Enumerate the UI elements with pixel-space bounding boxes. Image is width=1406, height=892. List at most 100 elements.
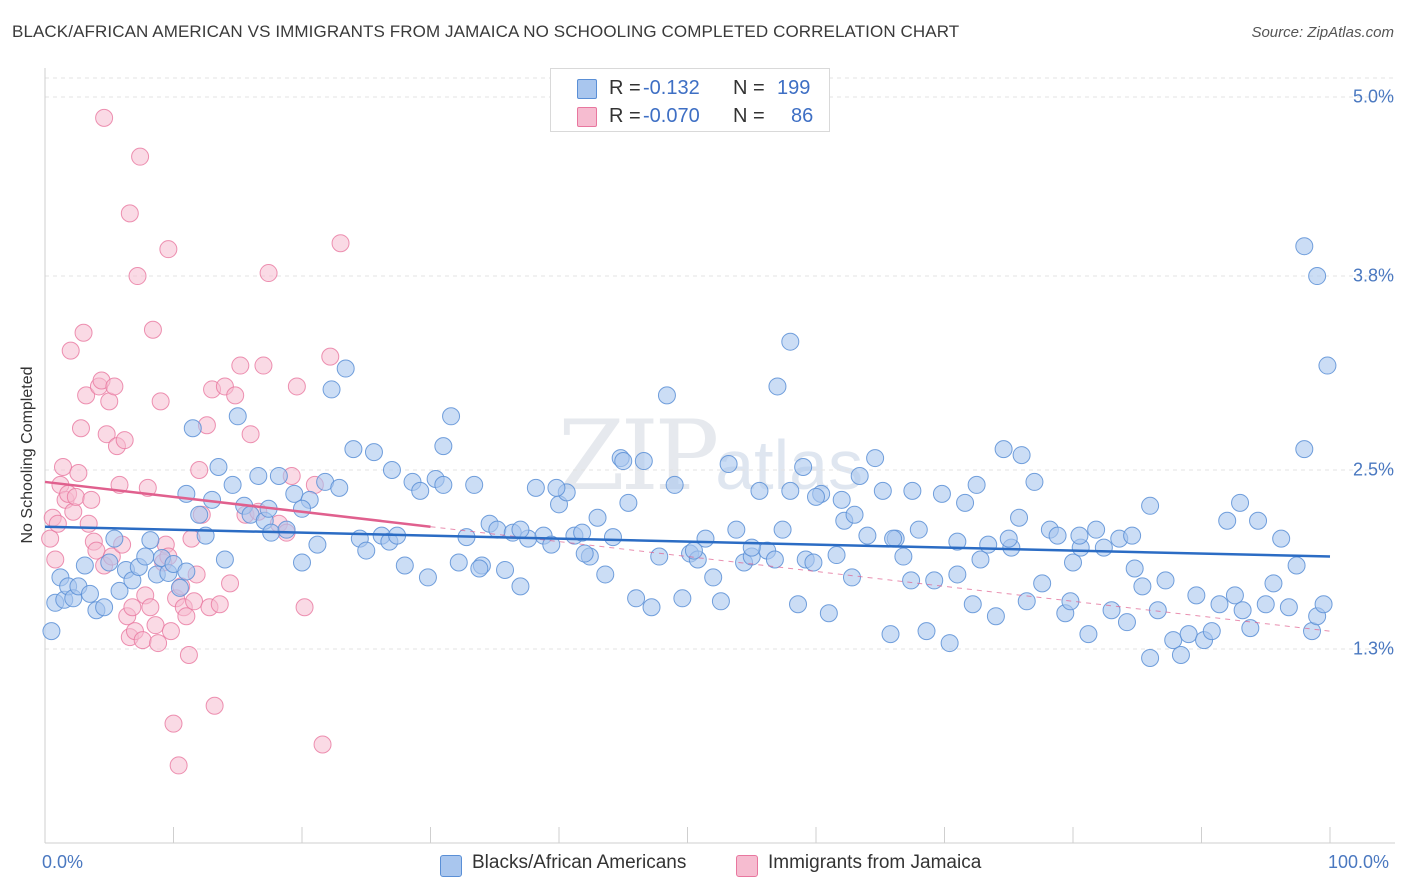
black-point-46 xyxy=(330,478,349,497)
black-point-189 xyxy=(614,452,633,471)
black-point-51 xyxy=(364,443,383,462)
black-point-149 xyxy=(1117,613,1136,632)
black-point-61 xyxy=(442,407,461,426)
black-point-96 xyxy=(711,592,730,611)
black-point-18 xyxy=(141,531,160,550)
black-point-165 xyxy=(1241,619,1260,638)
black-point-60 xyxy=(434,437,453,456)
jamaica-point-84 xyxy=(120,204,139,223)
black-point-57 xyxy=(411,481,430,500)
black-point-47 xyxy=(336,359,355,378)
black-point-117 xyxy=(873,481,892,500)
jamaica-point-13 xyxy=(74,323,93,342)
black-point-29 xyxy=(209,458,228,477)
black-point-103 xyxy=(765,550,784,569)
black-point-84 xyxy=(619,493,638,512)
black-point-172 xyxy=(1295,440,1314,459)
jamaica-point-15 xyxy=(79,514,98,533)
black-point-106 xyxy=(789,595,808,614)
black-point-86 xyxy=(634,452,653,471)
black-point-152 xyxy=(1141,496,1160,515)
jamaica-trend-line xyxy=(44,480,431,528)
jamaica-point-72 xyxy=(254,356,273,375)
legend-n-value: 199 xyxy=(777,77,811,99)
black-point-180 xyxy=(832,490,851,509)
jamaica-point-43 xyxy=(151,392,170,411)
black-point-129 xyxy=(963,595,982,614)
jamaica-point-78 xyxy=(295,598,314,617)
jamaica-point-83 xyxy=(95,108,114,127)
jamaica-point-56 xyxy=(185,592,204,611)
source-note: Source: ZipAtlas.com xyxy=(1251,24,1394,41)
axes xyxy=(44,68,1395,844)
black-point-195 xyxy=(845,505,864,524)
black-point-118 xyxy=(881,625,900,644)
black-point-80 xyxy=(588,508,607,527)
black-point-157 xyxy=(1179,625,1198,644)
black-point-25 xyxy=(183,419,202,438)
jamaica-point-9 xyxy=(64,502,83,521)
black-point-154 xyxy=(1156,571,1175,590)
black-point-126 xyxy=(940,634,959,653)
black-point-171 xyxy=(1287,556,1306,575)
black-point-158 xyxy=(1187,586,1206,605)
y-tick-label-2: 3.8% xyxy=(1352,265,1394,286)
black-point-120 xyxy=(894,547,913,566)
black-point-82 xyxy=(603,528,622,547)
jamaica-point-39 xyxy=(141,598,160,617)
black-point-8 xyxy=(80,584,99,603)
black-point-13 xyxy=(110,581,129,600)
black-point-32 xyxy=(228,407,247,426)
black-point-205 xyxy=(903,481,922,500)
black-point-169 xyxy=(1272,529,1291,548)
black-point-11 xyxy=(100,553,119,572)
black-point-81 xyxy=(596,565,615,584)
black-point-204 xyxy=(807,487,825,506)
y-tick-label-1: 2.5% xyxy=(1352,459,1394,480)
black-point-187 xyxy=(768,377,787,396)
legend-r-label: R = xyxy=(609,77,641,99)
jamaica-point-41 xyxy=(146,616,165,635)
black-point-91 xyxy=(673,589,692,608)
black-point-110 xyxy=(819,604,838,623)
legend-r-label: R = xyxy=(609,105,641,127)
black-point-130 xyxy=(971,550,990,569)
jamaica-point-63 xyxy=(205,696,224,715)
black-point-140 xyxy=(1048,526,1067,545)
jamaica-point-58 xyxy=(190,461,209,479)
black-point-132 xyxy=(986,607,1005,626)
jamaica-trend-extension xyxy=(430,526,1331,632)
black-point-108 xyxy=(804,553,823,572)
black-point-168 xyxy=(1264,574,1283,593)
black-point-43 xyxy=(308,535,327,554)
black-trend-line xyxy=(44,525,1331,558)
legend-r-value: -0.132 xyxy=(643,77,700,99)
black-point-128 xyxy=(956,493,975,512)
jamaica-point-16 xyxy=(82,490,101,509)
zipatlas-watermark: ZIPatlas xyxy=(558,400,863,512)
y-tick-label-3: 5.0% xyxy=(1352,86,1394,107)
black-point-193 xyxy=(1141,648,1160,667)
black-point-122 xyxy=(909,520,928,539)
black-point-131 xyxy=(979,535,998,554)
black-point-98 xyxy=(727,520,746,539)
black-point-101 xyxy=(750,481,769,500)
black-point-150 xyxy=(1125,559,1144,578)
black-point-70 xyxy=(511,577,530,596)
black-point-160 xyxy=(1202,622,1221,641)
legend-swatch-pink xyxy=(577,107,597,127)
black-point-38 xyxy=(269,466,288,485)
jamaica-point-34 xyxy=(128,267,147,286)
black-point-181 xyxy=(999,529,1018,548)
legend-row-black: R = -0.132 N = 199 xyxy=(551,73,829,101)
black-point-162 xyxy=(1218,511,1237,530)
jamaica-point-67 xyxy=(226,386,245,405)
jamaica-point-70 xyxy=(241,425,260,444)
jamaica-point-50 xyxy=(169,756,188,775)
jamaica-point-77 xyxy=(287,377,306,396)
black-point-31 xyxy=(223,475,242,494)
black-point-115 xyxy=(858,526,877,545)
black-point-113 xyxy=(842,568,861,587)
black-point-48 xyxy=(344,440,363,459)
